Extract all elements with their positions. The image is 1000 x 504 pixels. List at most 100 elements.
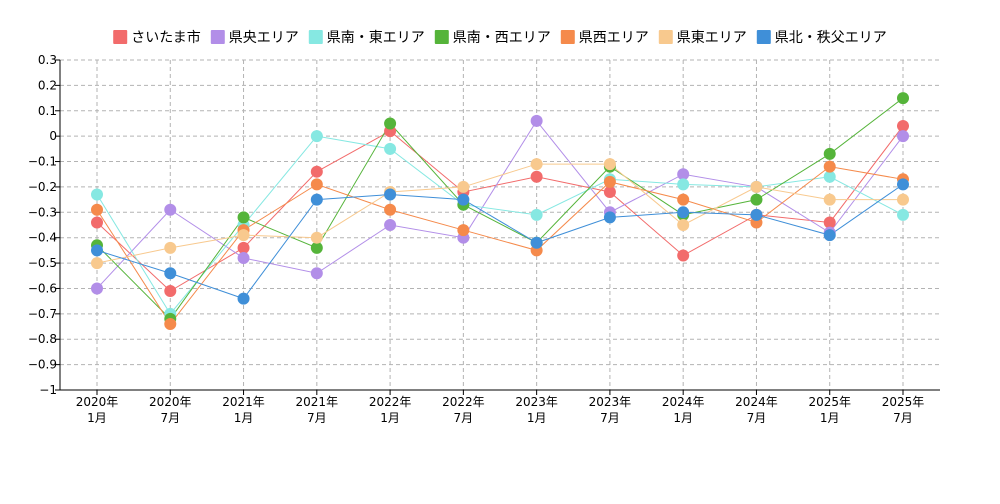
x-tick-label-month: 1月 — [820, 411, 840, 425]
x-tick-label-month: 1月 — [234, 411, 254, 425]
data-point — [677, 193, 690, 206]
series-line — [96, 183, 904, 300]
x-tick-label-month: 1月 — [527, 411, 547, 425]
data-point — [310, 178, 323, 191]
data-point — [677, 249, 690, 262]
x-tick-label-month: 7月 — [307, 411, 327, 425]
data-point — [91, 188, 103, 201]
y-tick-label: −0.6 — [28, 281, 57, 295]
x-tick-label-year: 2024年 — [735, 395, 778, 409]
x-tick-label-month: 1月 — [380, 411, 400, 425]
y-tick-label: −0.2 — [28, 180, 57, 194]
x-tick-label-year: 2022年 — [369, 395, 412, 409]
legend-label: さいたま市 — [131, 29, 201, 46]
y-tick-label: −0.9 — [28, 358, 57, 372]
data-point — [457, 180, 470, 193]
data-point — [91, 282, 103, 295]
x-tick-label-year: 2024年 — [662, 395, 705, 409]
data-point — [603, 175, 616, 188]
data-point — [677, 178, 690, 191]
legend: さいたま市 県央エリア 県南・東エリア 県南・西エリア 県西エリア 県東エリア 県北・秩父エ… — [113, 29, 887, 46]
legend-swatch — [756, 30, 771, 44]
series-line — [96, 120, 904, 289]
y-tick-label: −0.3 — [28, 205, 57, 219]
data-point — [310, 267, 323, 280]
x-tick-label-month: 7月 — [600, 411, 620, 425]
x-tick-label-year: 2020年 — [149, 395, 192, 409]
y-tick-label: −0.8 — [28, 332, 57, 346]
legend-label: 県東エリア — [677, 30, 747, 46]
data-point — [237, 229, 250, 242]
x-tick-label-month: 1月 — [87, 411, 107, 425]
x-tick-label-month: 7月 — [893, 411, 913, 425]
x-tick-label-year: 2023年 — [589, 395, 632, 409]
data-point — [897, 193, 909, 206]
data-point — [530, 170, 543, 183]
data-point — [603, 186, 616, 198]
legend-swatch — [658, 30, 673, 44]
legend-swatch — [560, 30, 575, 44]
data-point — [530, 114, 543, 127]
y-tick-label: −0.5 — [28, 256, 57, 270]
y-tick-label: −0.1 — [28, 155, 57, 169]
legend-label: 県央エリア — [229, 30, 299, 46]
axes: 0.3 0.2 0.1 0 −0.1 −0.2 −0.3 −0.4 −0.5 −0.6 −0.7 −0… — [28, 53, 940, 425]
legend-label: 県西エリア — [579, 30, 649, 46]
data-point — [310, 165, 323, 178]
x-tick-label-year: 2020年 — [76, 395, 119, 409]
data-point — [750, 193, 763, 206]
y-tick-label: 0.3 — [38, 53, 57, 67]
data-point — [677, 168, 690, 181]
data-point — [91, 244, 103, 257]
data-point — [457, 193, 470, 206]
data-point — [91, 203, 103, 216]
data-point — [237, 252, 250, 264]
data-point — [897, 178, 909, 191]
data-point — [823, 160, 836, 173]
data-point — [310, 231, 323, 244]
data-point — [897, 120, 909, 132]
data-point — [530, 236, 543, 249]
x-tick-label-month: 7月 — [454, 411, 474, 425]
data-point — [237, 292, 250, 305]
legend-swatch — [434, 30, 449, 44]
series-line — [96, 97, 904, 320]
y-tick-label: −1 — [39, 383, 57, 397]
series-line — [96, 166, 904, 325]
data-point — [750, 208, 763, 221]
x-tick-label-month: 7月 — [160, 411, 180, 425]
data-point — [823, 216, 836, 229]
data-point — [457, 224, 470, 237]
data-point — [823, 229, 836, 242]
legend-label: 県南・東エリア — [327, 30, 425, 46]
y-tick-label: −0.4 — [28, 231, 57, 245]
data-point — [603, 158, 616, 171]
series-group — [91, 92, 909, 330]
data-point — [164, 318, 177, 330]
legend-label: 県南・西エリア — [453, 30, 551, 46]
legend-swatch — [113, 30, 128, 44]
y-tick-label: 0.2 — [38, 78, 57, 92]
x-tick-label-year: 2025年 — [882, 395, 925, 409]
data-point — [164, 241, 177, 254]
x-tick-label-year: 2022年 — [442, 395, 485, 409]
x-tick-label-year: 2025年 — [808, 395, 851, 409]
series-line — [96, 135, 904, 315]
data-point — [384, 219, 397, 231]
data-point — [164, 203, 177, 216]
data-point — [384, 142, 397, 155]
legend-swatch — [210, 30, 225, 44]
data-point — [530, 208, 543, 221]
data-point — [823, 170, 836, 183]
data-point — [310, 193, 323, 206]
data-point — [897, 92, 909, 105]
data-point — [603, 211, 616, 224]
y-tick-label: 0.1 — [38, 104, 57, 118]
data-point — [164, 267, 177, 280]
x-tick-label-year: 2021年 — [296, 395, 339, 409]
data-point — [897, 208, 909, 221]
data-point — [384, 117, 397, 130]
data-point — [823, 147, 836, 160]
